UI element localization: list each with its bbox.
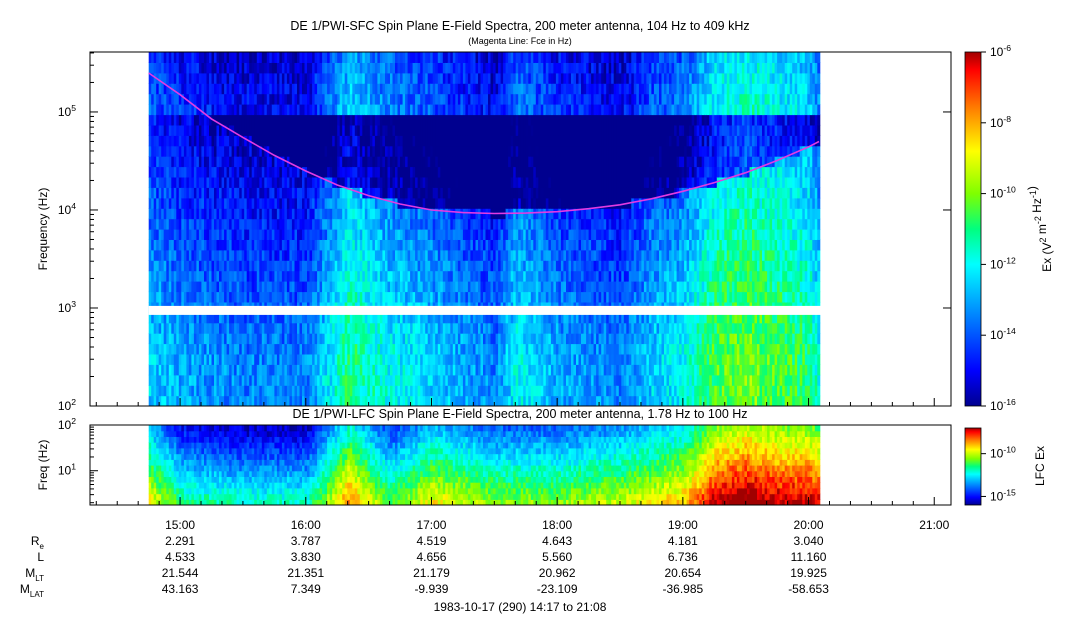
time-tick-label: 16:00	[291, 518, 321, 532]
ephemeris-value: 4.181	[668, 534, 698, 548]
ephemeris-value: 3.787	[291, 534, 321, 548]
ephemeris-table: Re 2.291 3.787 4.519 4.643 4.181 3.040 L 4.533 3.…	[20, 534, 829, 599]
top-y-tick-label: 102	[58, 397, 76, 413]
top-colorbar-tick-label: 10-12	[990, 255, 1016, 271]
ephemeris-value: 43.163	[162, 582, 199, 596]
top-panel-title: DE 1/PWI-SFC Spin Plane E-Field Spectra,…	[290, 19, 749, 33]
footer-date-range: 1983-10-17 (290) 14:17 to 21:08	[434, 600, 607, 614]
top-panel-subtitle: (Magenta Line: Fce in Hz)	[468, 36, 572, 46]
bottom-spectrogram	[148, 425, 821, 505]
bottom-y-ticks: 101 102	[58, 416, 98, 504]
bottom-colorbar-label: LFC Ex	[1033, 446, 1047, 486]
ephemeris-value: 20.654	[665, 566, 702, 580]
time-tick-label: 19:00	[668, 518, 698, 532]
bottom-colorbar-ticks: 10-10 10-15	[981, 445, 1016, 503]
ephemeris-row-label: MLAT	[20, 582, 44, 599]
ephemeris-value: 2.291	[165, 534, 195, 548]
bottom-y-label: Freq (Hz)	[36, 440, 50, 491]
top-y-tick-label: 103	[58, 299, 76, 315]
ephemeris-value: 4.519	[416, 534, 446, 548]
ephemeris-row-label: L	[37, 550, 44, 564]
ephemeris-value: -58.653	[788, 582, 829, 596]
top-colorbar-tick-label: 10-8	[990, 114, 1011, 130]
top-y-label: Frequency (Hz)	[36, 188, 50, 271]
time-tick-label: 18:00	[542, 518, 572, 532]
time-tick-label: 20:00	[794, 518, 824, 532]
bottom-panel-title: DE 1/PWI-LFC Spin Plane E-Field Spectra,…	[292, 407, 747, 421]
top-y-tick-label: 105	[58, 103, 76, 119]
ephemeris-value: 4.656	[416, 550, 446, 564]
bottom-y-tick-label: 102	[58, 416, 76, 432]
time-axis: 15:00 16:00 17:00 18:00 19:00 20:00 21:00	[95, 398, 950, 532]
ephemeris-value: 5.560	[542, 550, 572, 564]
top-colorbar-tick-label: 10-16	[990, 397, 1016, 413]
time-tick-label: 17:00	[416, 518, 446, 532]
ephemeris-value: -9.939	[414, 582, 448, 596]
ephemeris-value: -36.985	[663, 582, 704, 596]
ephemeris-value: 3.830	[291, 550, 321, 564]
ephemeris-value: 20.962	[539, 566, 576, 580]
top-colorbar-tick-label: 10-6	[990, 43, 1011, 59]
ephemeris-value: 21.179	[413, 566, 450, 580]
top-colorbar-tick-label: 10-14	[990, 326, 1016, 342]
ephemeris-row-label: Re	[31, 534, 45, 551]
top-spectrogram	[148, 52, 823, 406]
top-plot-frame	[89, 51, 952, 407]
bottom-colorbar	[964, 427, 982, 506]
ephemeris-value: 7.349	[291, 582, 321, 596]
ephemeris-value: -23.109	[537, 582, 578, 596]
top-y-tick-label: 104	[58, 201, 76, 217]
top-colorbar	[964, 51, 982, 407]
ephemeris-value: 6.736	[668, 550, 698, 564]
bottom-y-tick-label: 101	[58, 462, 76, 478]
ephemeris-value: 3.040	[794, 534, 824, 548]
time-tick-label: 15:00	[165, 518, 195, 532]
ephemeris-value: 4.533	[165, 550, 195, 564]
fce-line	[148, 72, 820, 215]
ephemeris-row-label: MLT	[25, 566, 44, 583]
top-colorbar-tick-label: 10-10	[990, 185, 1016, 201]
top-colorbar-label: Ex (V2 m-2 Hz-1)	[1025, 186, 1054, 272]
bottom-plot-frame	[89, 424, 952, 506]
ephemeris-value: 19.925	[790, 566, 827, 580]
bottom-colorbar-tick-label: 10-10	[990, 445, 1016, 461]
ephemeris-value: 4.643	[542, 534, 572, 548]
frequency-gap	[148, 305, 823, 315]
ephemeris-value: 21.351	[287, 566, 324, 580]
ephemeris-value: 11.160	[791, 550, 827, 564]
top-colorbar-ticks: 10-6 10-8 10-10 10-12 10-14 10-16	[981, 43, 1016, 413]
bottom-colorbar-tick-label: 10-15	[990, 487, 1016, 503]
time-tick-label: 21:00	[919, 518, 949, 532]
ephemeris-value: 21.544	[162, 566, 199, 580]
